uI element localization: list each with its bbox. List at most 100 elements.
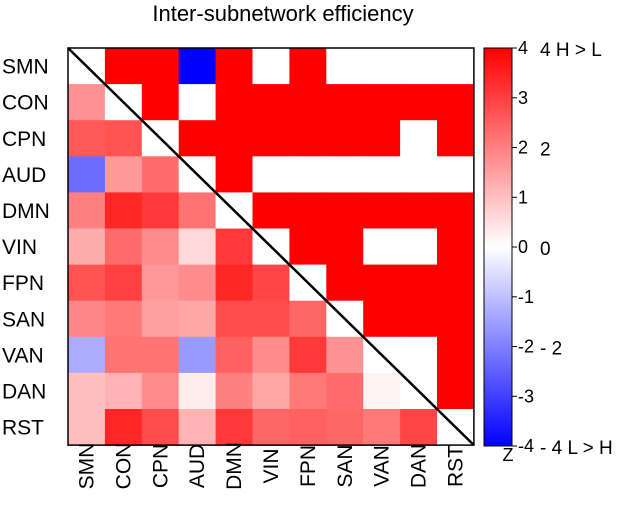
cell-cpn-rst bbox=[437, 120, 475, 157]
col-label-van: VAN bbox=[371, 445, 394, 487]
cell-van-cpn bbox=[141, 336, 180, 374]
cell-dmn-cpn bbox=[141, 192, 180, 230]
colorbar bbox=[483, 47, 513, 447]
side-label: - 4 L > H bbox=[540, 438, 613, 459]
cell-rst-con bbox=[104, 409, 143, 446]
cell-dmn-van bbox=[363, 192, 401, 230]
cell-smn-dmn bbox=[215, 48, 254, 85]
cell-con-vin bbox=[252, 84, 290, 121]
side-label: 4 H > L bbox=[540, 40, 602, 61]
cell-van-san bbox=[326, 336, 364, 374]
cell-vin-smn bbox=[68, 228, 106, 266]
cell-san-rst bbox=[437, 300, 475, 338]
cell-dan-con bbox=[104, 372, 143, 410]
cell-dmn-dan bbox=[400, 192, 438, 230]
cell-dan-van bbox=[363, 372, 401, 410]
cell-con-fpn bbox=[289, 84, 327, 121]
cell-cpn-van bbox=[363, 120, 401, 157]
row-label-smn: SMN bbox=[2, 56, 49, 79]
cell-aud-vin bbox=[252, 156, 290, 193]
cell-san-cpn bbox=[141, 300, 180, 338]
cell-aud-cpn bbox=[141, 156, 180, 193]
cell-san-con bbox=[104, 300, 143, 338]
cell-san-aud bbox=[178, 300, 217, 338]
row-label-san: SAN bbox=[2, 308, 45, 331]
cell-fpn-aud bbox=[178, 264, 217, 302]
cell-aud-san bbox=[326, 156, 364, 193]
cell-cpn-dmn bbox=[215, 120, 254, 157]
cell-smn-aud bbox=[178, 48, 217, 85]
colorbar-ticks: 4 3 2 1 0 -1 -2 -3 -4 bbox=[512, 38, 534, 456]
heatmap-cells bbox=[68, 48, 475, 446]
cell-cpn-con bbox=[104, 120, 143, 157]
cell-cpn-san bbox=[326, 120, 364, 157]
cell-dan-vin bbox=[252, 372, 290, 410]
cell-dmn-fpn bbox=[289, 192, 327, 230]
col-label-cpn: CPN bbox=[149, 444, 172, 488]
cell-smn-dan bbox=[400, 48, 438, 85]
cell-van-dan bbox=[400, 336, 438, 374]
cell-fpn-rst bbox=[437, 264, 475, 302]
cell-san-vin bbox=[252, 300, 290, 338]
colorbar-tick-label: 4 bbox=[518, 38, 528, 58]
col-label-con: CON bbox=[112, 443, 135, 490]
cell-dan-aud bbox=[178, 372, 217, 410]
cell-cpn-fpn bbox=[289, 120, 327, 157]
colorbar-tick-label: 2 bbox=[518, 138, 528, 158]
col-label-dan: DAN bbox=[408, 444, 431, 488]
colorbar-tick-label: -2 bbox=[518, 337, 534, 357]
cell-smn-rst bbox=[437, 48, 475, 85]
cell-rst-aud bbox=[178, 409, 217, 446]
cell-vin-fpn bbox=[289, 228, 327, 266]
cell-van-fpn bbox=[289, 336, 327, 374]
cell-san-dan bbox=[400, 300, 438, 338]
cell-vin-rst bbox=[437, 228, 475, 266]
colorbar-tick-label: -1 bbox=[518, 287, 534, 307]
cell-dmn-aud bbox=[178, 192, 217, 230]
cell-aud-dmn bbox=[215, 156, 254, 193]
row-labels: SMN CON CPN AUD DMN VIN FPN SAN VAN DAN RST bbox=[2, 56, 50, 440]
cell-rst-cpn bbox=[141, 409, 180, 446]
cell-vin-dmn bbox=[215, 228, 254, 266]
cell-fpn-dmn bbox=[215, 264, 254, 302]
side-label: - 2 bbox=[540, 339, 562, 360]
col-label-aud: AUD bbox=[186, 444, 209, 488]
cell-fpn-san bbox=[326, 264, 364, 302]
cell-aud-con bbox=[104, 156, 143, 193]
col-label-san: SAN bbox=[334, 444, 357, 487]
cell-dmn-san bbox=[326, 192, 364, 230]
cell-con-cpn bbox=[141, 84, 180, 121]
cell-san-dmn bbox=[215, 300, 254, 338]
cell-aud-fpn bbox=[289, 156, 327, 193]
diagonal-line bbox=[67, 47, 475, 446]
row-label-van: VAN bbox=[2, 344, 44, 367]
col-label-smn: SMN bbox=[76, 443, 99, 490]
side-labels: 4 H > L 2 0 - 2 - 4 L > H bbox=[540, 40, 613, 459]
cell-rst-van bbox=[363, 409, 401, 446]
row-label-vin: VIN bbox=[2, 236, 37, 259]
col-label-fpn: FPN bbox=[297, 445, 320, 487]
cell-con-dan bbox=[400, 84, 438, 121]
cell-smn-cpn bbox=[141, 48, 180, 85]
colorbar-tick-label: -3 bbox=[518, 386, 534, 406]
colorbar-tick-label: 3 bbox=[518, 88, 528, 108]
cell-vin-aud bbox=[178, 228, 217, 266]
cell-con-aud bbox=[178, 84, 217, 121]
row-label-aud: AUD bbox=[2, 164, 46, 187]
cell-van-con bbox=[104, 336, 143, 374]
cell-vin-dan bbox=[400, 228, 438, 266]
cell-cpn-smn bbox=[68, 120, 106, 157]
cell-van-rst bbox=[437, 336, 475, 374]
cell-dan-fpn bbox=[289, 372, 327, 410]
cell-van-aud bbox=[178, 336, 217, 374]
chart-title: Inter-subnetwork efficiency bbox=[152, 1, 413, 26]
row-label-dan: DAN bbox=[2, 380, 46, 403]
cell-van-smn bbox=[68, 336, 106, 374]
cell-smn-san bbox=[326, 48, 364, 85]
cell-dmn-con bbox=[104, 192, 143, 230]
row-label-fpn: FPN bbox=[2, 272, 44, 295]
cell-rst-dan bbox=[400, 409, 438, 446]
cell-fpn-van bbox=[363, 264, 401, 302]
row-label-con: CON bbox=[2, 92, 49, 115]
